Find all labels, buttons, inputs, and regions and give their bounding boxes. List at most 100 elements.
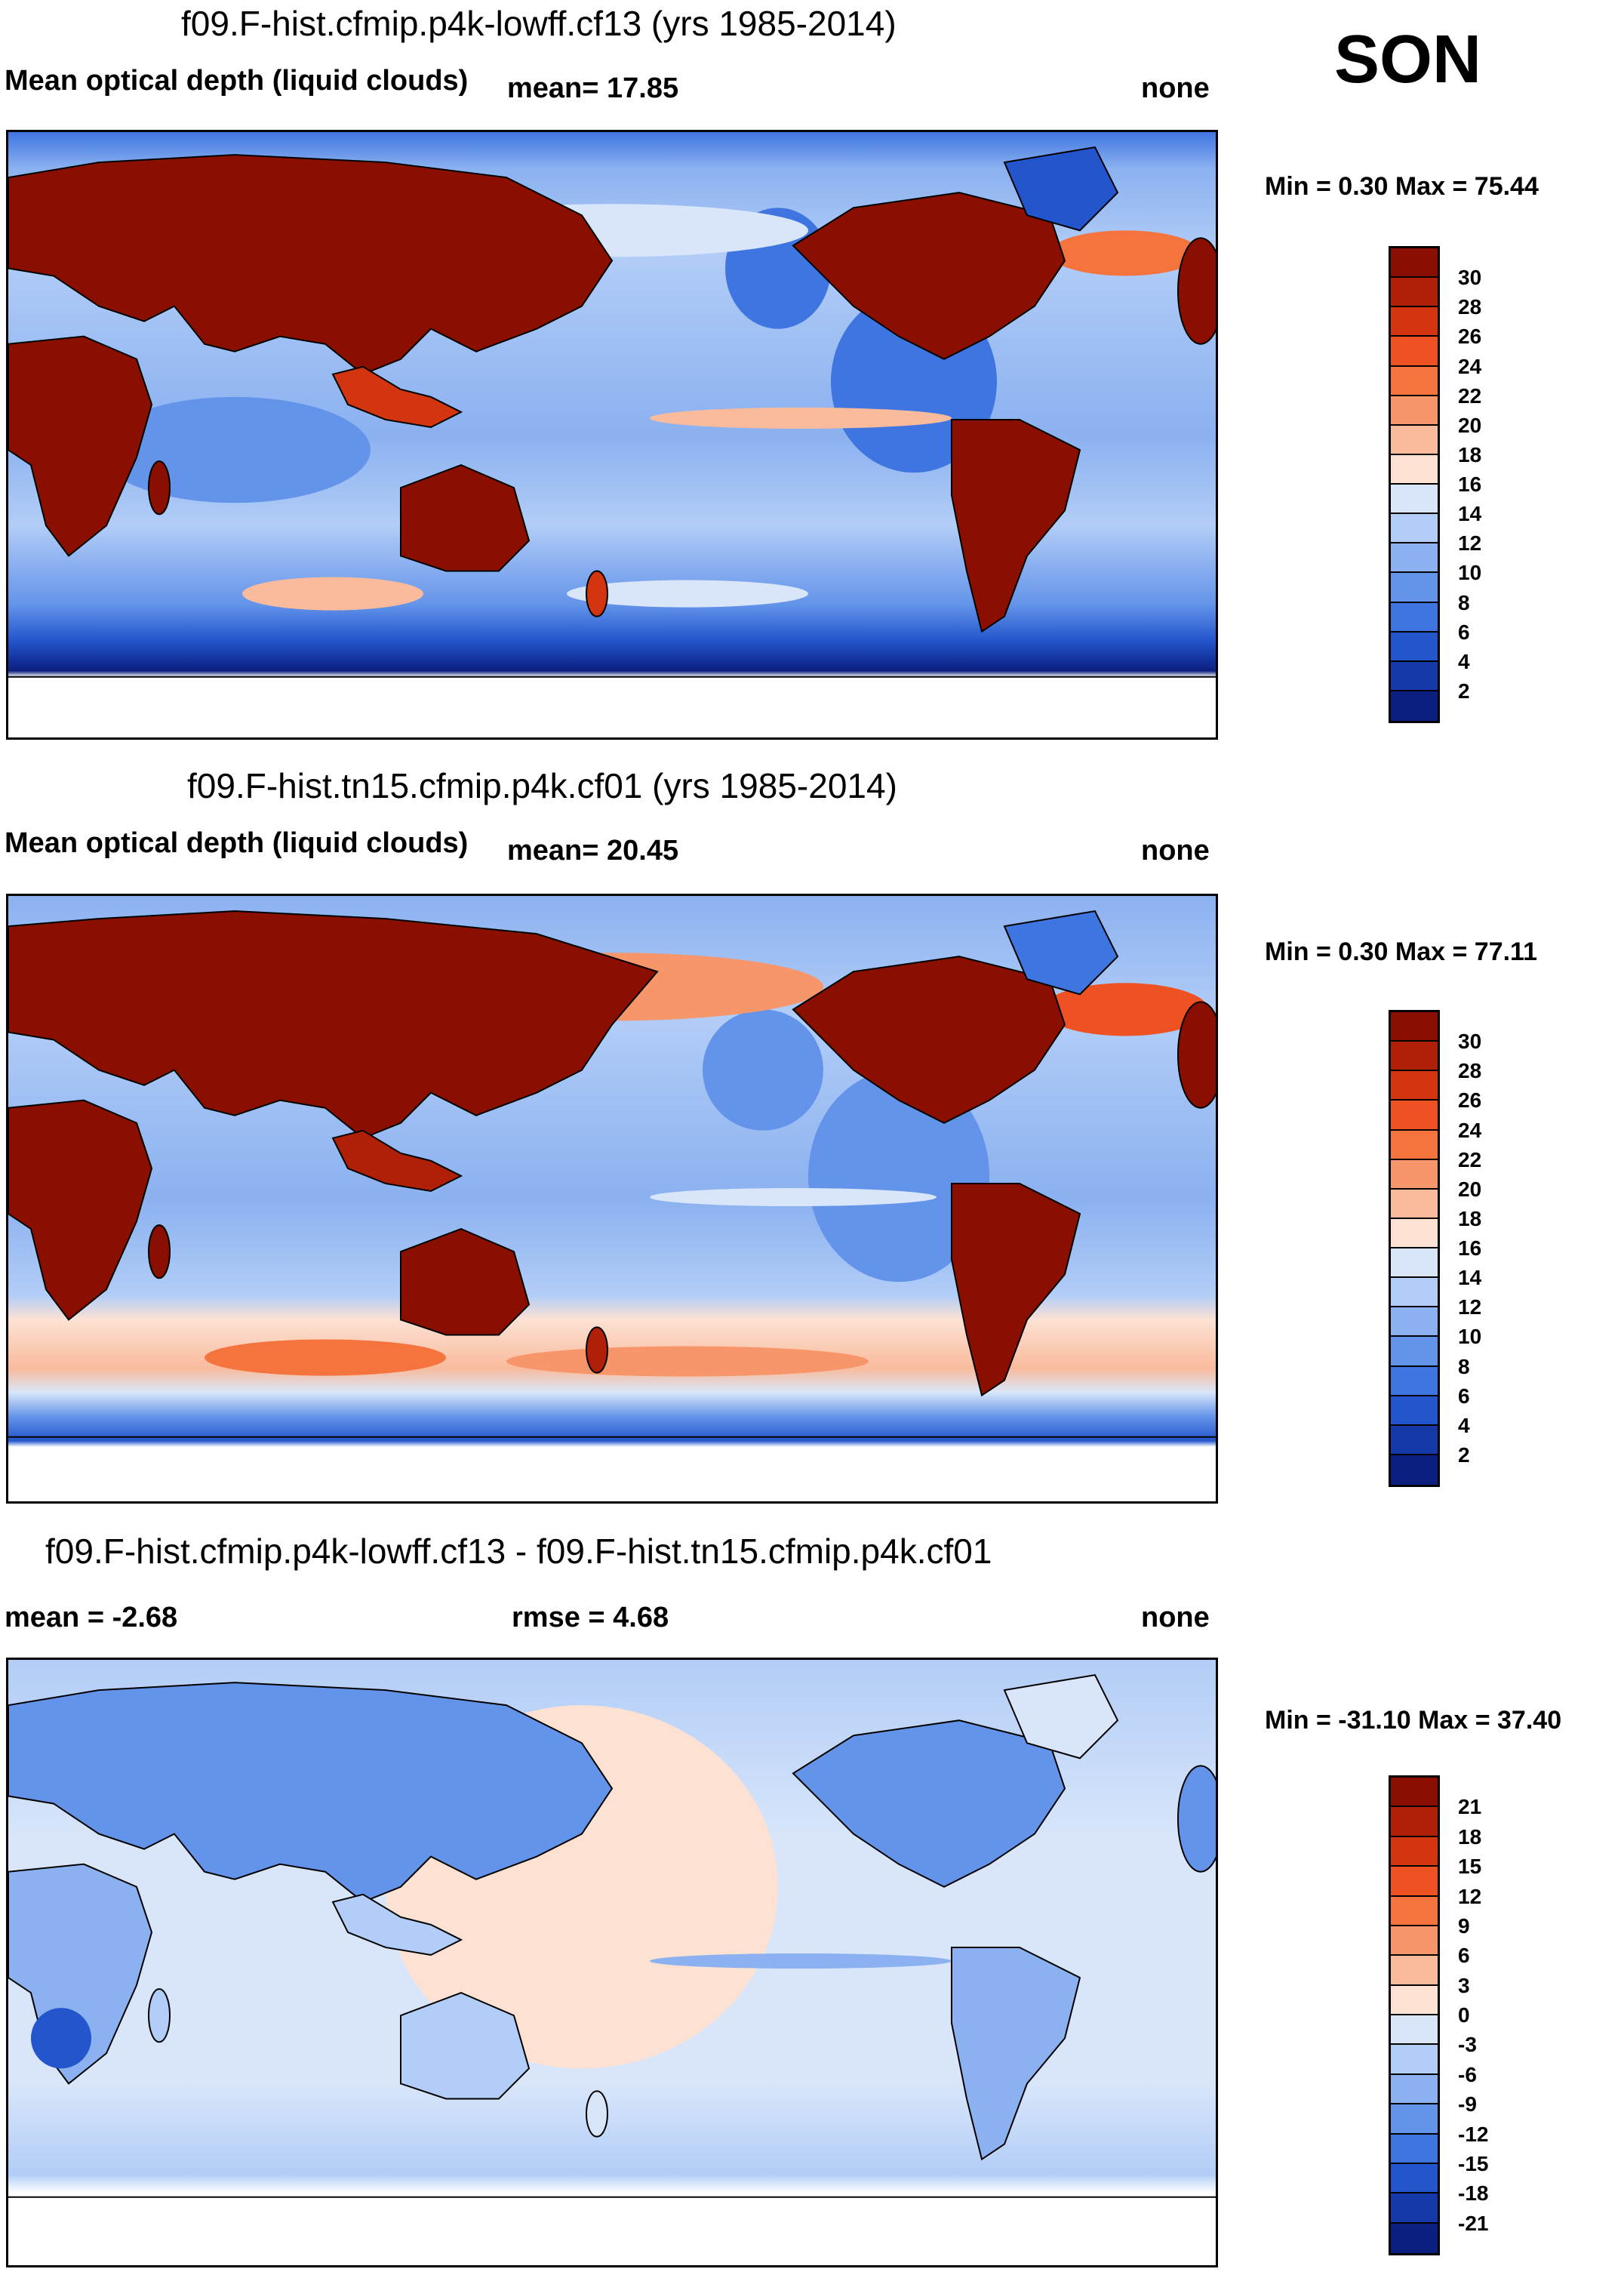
panel-1-colorbar-label: 6	[1458, 620, 1470, 644]
panel-1-mean-label: mean= 17.85	[507, 72, 679, 104]
panel-3-colorbar-swatch	[1391, 1867, 1438, 1897]
panel-1-colorbar-label: 22	[1458, 383, 1482, 408]
panel-2-ocean-low-ne-pacific	[703, 1009, 823, 1131]
panel-1-north-atlantic-band	[1050, 230, 1201, 276]
panel-2-colorbar-swatch	[1391, 1307, 1438, 1338]
panel-1-colorbar-label: 12	[1458, 531, 1482, 556]
panel-1-colorbar-label: 8	[1458, 590, 1470, 614]
panel-1-south-america	[951, 418, 1081, 633]
panel-3-colorbar-swatch	[1391, 2045, 1438, 2075]
panel-1-southern-band-a	[242, 577, 423, 611]
panel-1-colorbar-label: 10	[1458, 561, 1482, 585]
panel-1-africa	[8, 335, 153, 557]
panel-2-greenland	[1003, 910, 1119, 996]
panel-2-map	[6, 894, 1218, 1504]
panel-2-north-america	[792, 956, 1066, 1124]
panel-3-title: f09.F-hist.cfmip.p4k-lowff.cf13 - f09.F-…	[45, 1532, 992, 1571]
panel-1-colorbar-swatch	[1391, 691, 1438, 721]
panel-1-north-america	[792, 192, 1066, 360]
panel-3-southern-africa-negative	[31, 2008, 91, 2069]
panel-2-minmax: Min = 0.30 Max = 77.11	[1265, 937, 1538, 966]
panel-2-colorbar-swatch	[1391, 1278, 1438, 1308]
panel-3-colorbar-swatch	[1391, 2134, 1438, 2164]
panel-1-colorbar-swatch	[1391, 307, 1438, 337]
panel-3-colorbar	[1389, 1775, 1440, 2255]
panel-1-colorbar-label: 2	[1458, 679, 1470, 703]
panel-3-units-label: none	[1141, 1602, 1210, 1633]
panel-1-colorbar-swatch	[1391, 337, 1438, 367]
panel-2-southern-band-a	[205, 1339, 446, 1376]
panel-1-colorbar-label: 20	[1458, 413, 1482, 437]
panel-3-colorbar-label: -15	[1458, 2151, 1489, 2175]
panel-1-maritime	[331, 365, 463, 429]
panel-2-colorbar-label: 22	[1458, 1147, 1482, 1171]
panel-2-colorbar-swatch	[1391, 1189, 1438, 1219]
panel-1-colorbar-swatch	[1391, 396, 1438, 426]
panel-2-western-europe	[1177, 1001, 1216, 1109]
panel-1-new-zealand	[586, 570, 608, 617]
panel-3-maritime	[331, 1893, 463, 1956]
panel-1-itcz-band	[650, 407, 952, 429]
panel-1-colorbar-swatch	[1391, 366, 1438, 396]
panel-3-colorbar-swatch	[1391, 1836, 1438, 1867]
panel-2-africa	[8, 1099, 153, 1321]
panel-2-colorbar-label: 8	[1458, 1354, 1470, 1378]
panel-2-colorbar-label: 6	[1458, 1384, 1470, 1408]
panel-3-minmax: Min = -31.10 Max = 37.40	[1265, 1706, 1562, 1735]
panel-3-colorbar-label: 6	[1458, 1944, 1470, 1968]
panel-2-colorbar-swatch	[1391, 1042, 1438, 1072]
panel-3-eurasia	[8, 1682, 614, 1903]
panel-1-madagascar	[148, 460, 171, 516]
panel-2-colorbar-label: 20	[1458, 1177, 1482, 1201]
panel-2-north-atlantic-band	[1042, 983, 1208, 1036]
panel-2-colorbar-swatch	[1391, 1396, 1438, 1426]
season-label: SON	[1334, 22, 1482, 97]
panel-3-colorbar-swatch	[1391, 1956, 1438, 1986]
panel-2-colorbar-label: 26	[1458, 1088, 1482, 1113]
panel-1-colorbar-label: 18	[1458, 442, 1482, 466]
panel-1-colorbar	[1389, 246, 1440, 723]
panel-1-colorbar-label: 30	[1458, 266, 1482, 290]
panel-2-colorbar-label: 4	[1458, 1413, 1470, 1437]
panel-3-western-europe	[1177, 1765, 1216, 1873]
panel-2-colorbar-swatch	[1391, 1455, 1438, 1485]
panel-2-variable-label: Mean optical depth (liquid clouds)	[5, 827, 469, 859]
panel-3-new-zealand	[586, 2090, 608, 2138]
panel-3-south-america	[951, 1946, 1081, 2161]
panel-1-variable-label: Mean optical depth (liquid clouds)	[5, 65, 469, 97]
panel-1-units-label: none	[1141, 72, 1210, 104]
panel-1-colorbar-swatch	[1391, 248, 1438, 279]
panel-1-colorbar-swatch	[1391, 514, 1438, 544]
panel-2-colorbar-swatch	[1391, 1337, 1438, 1367]
panel-2-mean-label: mean= 20.45	[507, 835, 679, 867]
panel-2-colorbar	[1389, 1010, 1440, 1487]
panel-3-colorbar-swatch	[1391, 1896, 1438, 1926]
panel-3-colorbar-label: -21	[1458, 2211, 1489, 2235]
panel-3-rmse-label: rmse = 4.68	[512, 1602, 669, 1633]
panel-1-colorbar-label: 24	[1458, 354, 1482, 378]
panel-3-colorbar-swatch	[1391, 2193, 1438, 2224]
panel-2-colorbar-swatch	[1391, 1130, 1438, 1160]
panel-3-north-america	[792, 1719, 1066, 1888]
panel-2-eurasia	[8, 910, 659, 1139]
panel-1-southern-band-b	[567, 580, 808, 608]
panel-2-colorbar-swatch	[1391, 1012, 1438, 1042]
panel-2-colorbar-swatch	[1391, 1248, 1438, 1279]
panel-3-colorbar-label: 0	[1458, 2003, 1470, 2027]
panel-1-colorbar-swatch	[1391, 573, 1438, 603]
panel-2-colorbar-label: 2	[1458, 1442, 1470, 1467]
panel-1-colorbar-swatch	[1391, 278, 1438, 308]
panel-1-greenland	[1003, 146, 1119, 232]
panel-3-colorbar-label: 15	[1458, 1855, 1482, 1879]
panel-1-colorbar-swatch	[1391, 454, 1438, 485]
panel-3-colorbar-label: 9	[1458, 1913, 1470, 1938]
panel-2-colorbar-label: 14	[1458, 1266, 1482, 1290]
panel-2-madagascar	[148, 1224, 171, 1279]
panel-2-colorbar-swatch	[1391, 1425, 1438, 1455]
panel-1-colorbar-swatch	[1391, 543, 1438, 574]
panel-2-colorbar-swatch	[1391, 1366, 1438, 1396]
panel-1-colorbar-label: 28	[1458, 295, 1482, 319]
panel-3-colorbar-label: 12	[1458, 1884, 1482, 1908]
panel-3-colorbar-swatch	[1391, 1985, 1438, 2015]
panel-3-colorbar-label: -18	[1458, 2181, 1489, 2206]
